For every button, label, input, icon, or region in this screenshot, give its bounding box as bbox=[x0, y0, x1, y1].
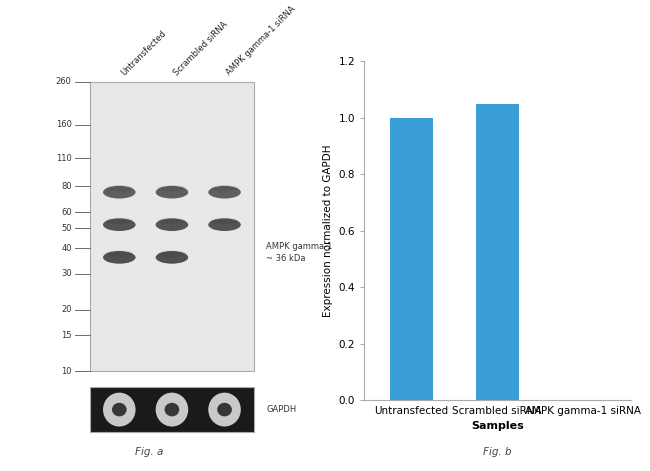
Ellipse shape bbox=[211, 218, 239, 224]
Text: Fig. a: Fig. a bbox=[135, 447, 164, 457]
Ellipse shape bbox=[155, 219, 188, 231]
Bar bbox=[476, 104, 519, 400]
Text: 160: 160 bbox=[56, 121, 72, 130]
Text: GAPDH: GAPDH bbox=[266, 405, 296, 414]
Text: 260: 260 bbox=[56, 77, 72, 86]
Text: 40: 40 bbox=[61, 244, 72, 252]
Bar bbox=[390, 118, 433, 400]
Bar bbox=[90, 387, 254, 432]
Text: 50: 50 bbox=[61, 224, 72, 233]
Ellipse shape bbox=[158, 185, 186, 192]
Ellipse shape bbox=[103, 219, 136, 231]
Text: Fig. b: Fig. b bbox=[483, 447, 512, 457]
Ellipse shape bbox=[208, 393, 241, 427]
Text: 15: 15 bbox=[61, 331, 72, 340]
Text: 60: 60 bbox=[61, 208, 72, 217]
Ellipse shape bbox=[103, 393, 136, 427]
Ellipse shape bbox=[155, 251, 188, 264]
Ellipse shape bbox=[158, 218, 186, 224]
Ellipse shape bbox=[105, 218, 133, 224]
Text: AMPK gamma-1 siRNA: AMPK gamma-1 siRNA bbox=[224, 5, 297, 77]
Ellipse shape bbox=[155, 186, 188, 198]
Ellipse shape bbox=[208, 219, 241, 231]
Text: 110: 110 bbox=[56, 154, 72, 162]
Ellipse shape bbox=[217, 403, 232, 416]
Text: 20: 20 bbox=[61, 305, 72, 314]
Ellipse shape bbox=[158, 251, 186, 257]
Bar bbox=[90, 82, 254, 371]
Ellipse shape bbox=[164, 403, 179, 416]
Text: Scrambled siRNA: Scrambled siRNA bbox=[172, 20, 229, 77]
Text: 30: 30 bbox=[61, 269, 72, 278]
X-axis label: Samples: Samples bbox=[471, 422, 524, 431]
Y-axis label: Expression normalized to GAPDH: Expression normalized to GAPDH bbox=[323, 145, 333, 317]
Text: 80: 80 bbox=[61, 182, 72, 191]
Ellipse shape bbox=[112, 403, 127, 416]
Ellipse shape bbox=[155, 393, 188, 427]
Text: AMPK gamma-1
~ 36 kDa: AMPK gamma-1 ~ 36 kDa bbox=[266, 243, 333, 263]
Ellipse shape bbox=[105, 251, 133, 257]
Ellipse shape bbox=[211, 185, 239, 192]
Ellipse shape bbox=[208, 186, 241, 198]
Ellipse shape bbox=[103, 251, 136, 264]
Text: Untransfected: Untransfected bbox=[120, 29, 168, 77]
Ellipse shape bbox=[103, 186, 136, 198]
Text: 10: 10 bbox=[61, 366, 72, 376]
Ellipse shape bbox=[105, 185, 133, 192]
